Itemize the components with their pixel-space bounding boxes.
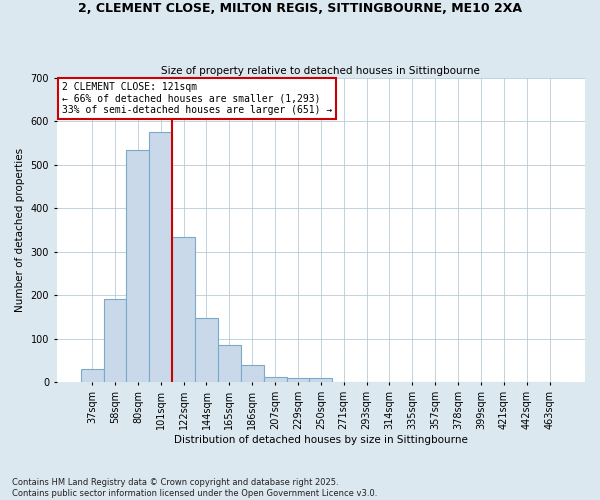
Bar <box>263 377 287 382</box>
Bar <box>195 318 218 382</box>
Bar <box>241 365 263 382</box>
Y-axis label: Number of detached properties: Number of detached properties <box>15 148 25 312</box>
Bar <box>104 299 127 382</box>
Text: 2 CLEMENT CLOSE: 121sqm
← 66% of detached houses are smaller (1,293)
33% of semi: 2 CLEMENT CLOSE: 121sqm ← 66% of detache… <box>62 82 332 116</box>
Bar <box>287 378 310 382</box>
Bar <box>218 346 241 383</box>
Bar <box>127 150 149 382</box>
Bar <box>149 132 172 382</box>
Bar <box>310 378 332 382</box>
Bar <box>172 238 195 382</box>
Text: 2, CLEMENT CLOSE, MILTON REGIS, SITTINGBOURNE, ME10 2XA: 2, CLEMENT CLOSE, MILTON REGIS, SITTINGB… <box>78 2 522 16</box>
Text: Contains HM Land Registry data © Crown copyright and database right 2025.
Contai: Contains HM Land Registry data © Crown c… <box>12 478 377 498</box>
X-axis label: Distribution of detached houses by size in Sittingbourne: Distribution of detached houses by size … <box>174 435 468 445</box>
Bar <box>81 370 104 382</box>
Title: Size of property relative to detached houses in Sittingbourne: Size of property relative to detached ho… <box>161 66 480 76</box>
